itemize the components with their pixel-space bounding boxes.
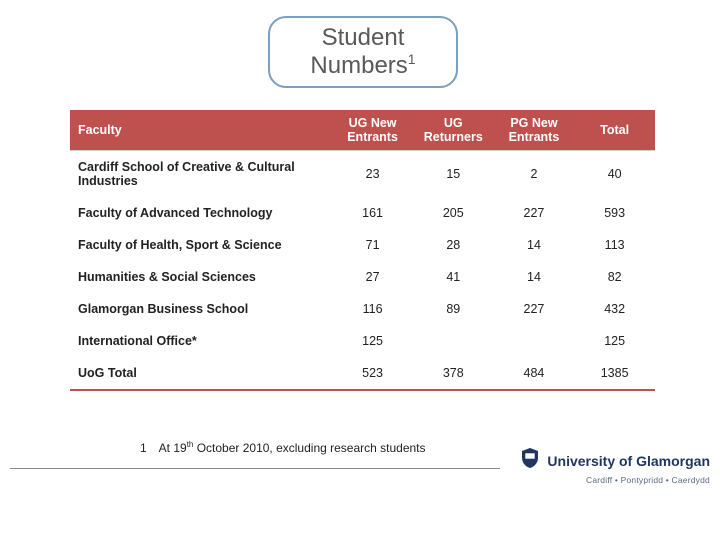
cell-ug-new: 161 xyxy=(332,197,413,229)
title-line2-text: Numbers xyxy=(310,52,407,79)
table-row: Humanities & Social Sciences 27 41 14 82 xyxy=(70,261,655,293)
cell-ug-ret: 15 xyxy=(413,151,494,198)
cell-total: 1385 xyxy=(574,357,655,390)
cell-pg-new: 227 xyxy=(494,293,575,325)
cell-total: 40 xyxy=(574,151,655,198)
university-logo: University of Glamorgan Cardiff • Pontyp… xyxy=(510,448,710,485)
cell-ug-ret: 28 xyxy=(413,229,494,261)
university-tagline: Cardiff • Pontypridd • Caerdydd xyxy=(510,475,710,485)
cell-pg-new: 14 xyxy=(494,261,575,293)
col-ug-ret: UG Returners xyxy=(413,110,494,151)
cell-ug-new: 523 xyxy=(332,357,413,390)
cell-ug-new: 125 xyxy=(332,325,413,357)
student-numbers-table: Faculty UG New Entrants UG Returners PG … xyxy=(70,110,655,391)
cell-ug-new: 23 xyxy=(332,151,413,198)
col-total: Total xyxy=(574,110,655,151)
table-row: Cardiff School of Creative & Cultural In… xyxy=(70,151,655,198)
cell-ug-ret xyxy=(413,325,494,357)
table-row: International Office* 125 125 xyxy=(70,325,655,357)
crest-icon xyxy=(521,448,539,473)
cell-pg-new xyxy=(494,325,575,357)
cell-ug-new: 71 xyxy=(332,229,413,261)
cell-pg-new: 227 xyxy=(494,197,575,229)
cell-total: 432 xyxy=(574,293,655,325)
col-pg-new: PG New Entrants xyxy=(494,110,575,151)
table-header-row: Faculty UG New Entrants UG Returners PG … xyxy=(70,110,655,151)
cell-faculty: Faculty of Advanced Technology xyxy=(70,197,332,229)
col-faculty: Faculty xyxy=(70,110,332,151)
cell-pg-new: 2 xyxy=(494,151,575,198)
footnote-num: 1 xyxy=(140,441,156,455)
table-body: Cardiff School of Creative & Cultural In… xyxy=(70,151,655,391)
title-sup: 1 xyxy=(408,51,416,67)
cell-total: 113 xyxy=(574,229,655,261)
col-ug-new: UG New Entrants xyxy=(332,110,413,151)
cell-ug-ret: 41 xyxy=(413,261,494,293)
page-title-box: Student Numbers1 xyxy=(268,16,458,88)
footnote-post: October 2010, excluding research student… xyxy=(193,441,425,455)
cell-total: 125 xyxy=(574,325,655,357)
cell-faculty: Faculty of Health, Sport & Science xyxy=(70,229,332,261)
university-name: University of Glamorgan xyxy=(547,453,710,469)
cell-faculty: Glamorgan Business School xyxy=(70,293,332,325)
divider-line xyxy=(10,468,500,469)
cell-faculty: UoG Total xyxy=(70,357,332,390)
cell-ug-ret: 205 xyxy=(413,197,494,229)
cell-ug-new: 116 xyxy=(332,293,413,325)
cell-faculty: Humanities & Social Sciences xyxy=(70,261,332,293)
cell-pg-new: 484 xyxy=(494,357,575,390)
cell-ug-new: 27 xyxy=(332,261,413,293)
cell-ug-ret: 378 xyxy=(413,357,494,390)
table-row: Glamorgan Business School 116 89 227 432 xyxy=(70,293,655,325)
cell-pg-new: 14 xyxy=(494,229,575,261)
cell-faculty: International Office* xyxy=(70,325,332,357)
student-numbers-table-wrap: Faculty UG New Entrants UG Returners PG … xyxy=(70,110,655,391)
cell-ug-ret: 89 xyxy=(413,293,494,325)
title-line2: Numbers1 xyxy=(310,52,415,79)
table-row: Faculty of Health, Sport & Science 71 28… xyxy=(70,229,655,261)
footnote-pre: At 19 xyxy=(159,441,187,455)
cell-total: 593 xyxy=(574,197,655,229)
table-row-total: UoG Total 523 378 484 1385 xyxy=(70,357,655,390)
table-row: Faculty of Advanced Technology 161 205 2… xyxy=(70,197,655,229)
cell-total: 82 xyxy=(574,261,655,293)
cell-faculty: Cardiff School of Creative & Cultural In… xyxy=(70,151,332,198)
footnote: 1 At 19th October 2010, excluding resear… xyxy=(140,440,426,455)
title-line1: Student xyxy=(322,25,405,51)
